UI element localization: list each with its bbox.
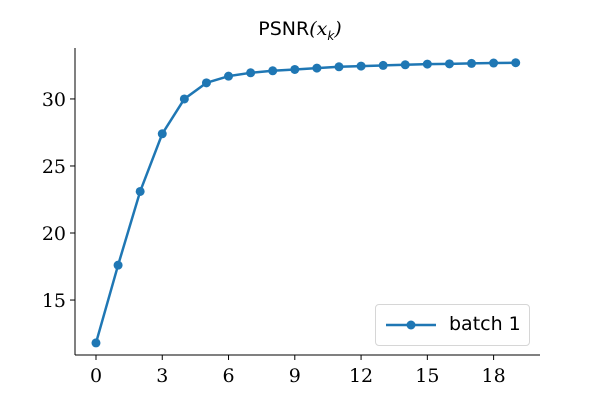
data-point [201, 78, 211, 88]
x-tick-label: 3 [156, 365, 168, 387]
y-tick-label: 15 [42, 290, 66, 312]
y-tick-label: 25 [42, 156, 66, 178]
data-point [334, 62, 344, 72]
data-point [268, 66, 278, 76]
data-point [113, 260, 123, 270]
data-point [224, 71, 234, 81]
y-tick-label: 20 [42, 223, 66, 245]
data-point [511, 58, 521, 68]
x-tick-label: 9 [289, 365, 301, 387]
data-point [246, 68, 256, 78]
data-point [179, 94, 189, 104]
data-point [135, 186, 145, 196]
legend-label: batch 1 [449, 313, 521, 335]
legend-line-marker-icon [386, 320, 436, 330]
x-tick-label: 15 [415, 365, 439, 387]
data-point [312, 63, 322, 73]
x-tick-label: 18 [482, 365, 506, 387]
legend: batch 1 [375, 304, 530, 346]
x-tick-label: 0 [90, 365, 102, 387]
data-point [489, 58, 499, 68]
data-point [91, 338, 101, 348]
x-tick-label: 6 [222, 365, 234, 387]
data-point [467, 58, 477, 68]
y-tick-label: 30 [42, 89, 66, 111]
data-point [290, 64, 300, 74]
data-point [422, 59, 432, 69]
x-tick-label: 12 [349, 365, 373, 387]
data-point [378, 60, 388, 70]
data-point [400, 60, 410, 70]
data-point [157, 129, 167, 139]
chart-title: PSNR(xk) [258, 18, 342, 43]
data-point [356, 61, 366, 71]
series-line [94, 61, 516, 344]
data-point [444, 59, 454, 69]
